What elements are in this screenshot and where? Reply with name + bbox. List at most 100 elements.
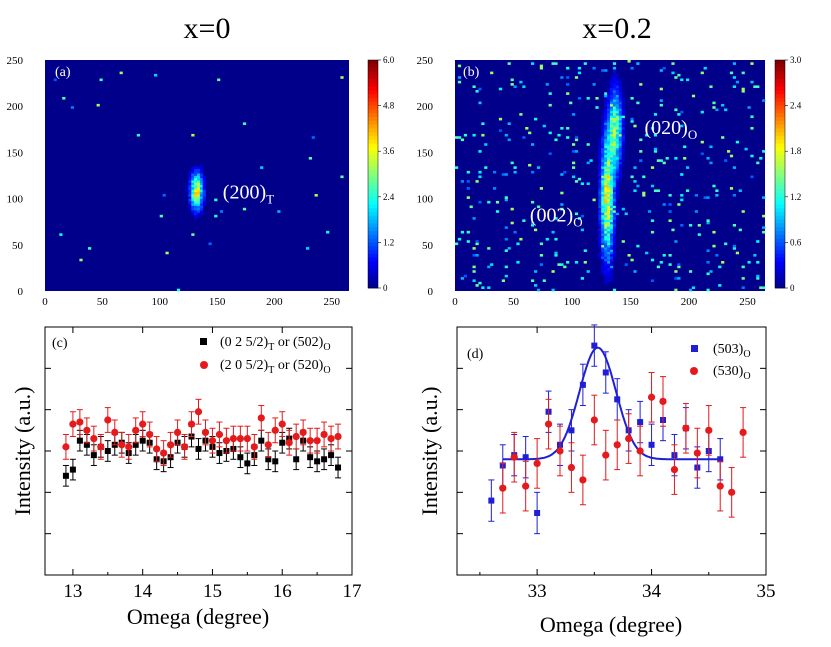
heatmap-cell xyxy=(598,237,602,241)
heatmap-cell xyxy=(612,101,617,105)
heatmap-cell xyxy=(615,110,619,114)
heatmap-cell xyxy=(194,194,198,197)
colorbar-segment xyxy=(368,208,378,213)
heatmap-cell xyxy=(554,138,558,142)
heatmap-cell xyxy=(610,226,614,229)
heatmap-cell xyxy=(554,62,558,65)
legend-c-0-name: (0 2 5/2) xyxy=(220,335,269,350)
heatmap-cell xyxy=(536,166,541,169)
data-point-circle xyxy=(647,393,656,401)
heatmap-cell xyxy=(610,256,614,259)
data-point-circle xyxy=(62,443,70,451)
heatmap-cell xyxy=(715,189,719,192)
legend-d-label-1: (530)O xyxy=(713,364,751,382)
heatmap-cell xyxy=(498,129,503,132)
heatmap-cell xyxy=(662,66,666,70)
heatmap-cell xyxy=(176,288,181,292)
heatmap-cell xyxy=(598,147,602,151)
heatmap-cell xyxy=(756,274,760,278)
heatmap-cell xyxy=(607,207,611,211)
heatmap-cell xyxy=(557,263,561,266)
data-point-circle xyxy=(201,428,210,436)
heatmap-cell xyxy=(610,108,614,112)
heatmap-cell xyxy=(191,173,195,176)
heatmap-cell xyxy=(214,214,218,218)
heatmap-cell xyxy=(607,270,611,273)
heatmap-cell xyxy=(607,150,611,153)
heatmap-cell xyxy=(607,131,611,135)
heatmap-cell xyxy=(457,136,462,139)
heatmap-cell xyxy=(455,166,459,169)
heatmap-cell xyxy=(598,182,602,185)
heatmap-cell xyxy=(718,284,722,287)
heatmap-cell xyxy=(633,270,637,273)
legend-c-0-tail: or (502) xyxy=(274,335,323,350)
data-point-circle xyxy=(670,466,679,474)
heatmap-cell xyxy=(504,274,508,278)
heatmap-cell xyxy=(709,161,713,165)
heatmap-cell xyxy=(601,177,605,181)
heatmap-cell xyxy=(534,270,538,273)
heatmap-cell xyxy=(598,254,602,257)
heatmap-cell xyxy=(197,214,201,218)
heatmap-cell xyxy=(612,66,617,70)
data-point-square xyxy=(488,497,495,504)
heatmap-cell xyxy=(615,217,619,220)
heatmap-cell xyxy=(607,80,611,84)
x-tick-label: 13 xyxy=(63,581,82,602)
heatmap-cell xyxy=(618,122,622,125)
heatmap-cell xyxy=(610,170,614,174)
heatmap-cell xyxy=(715,194,719,197)
heatmap-cell xyxy=(618,117,622,121)
heatmap-cell xyxy=(721,103,725,107)
colorbar-segment xyxy=(775,139,785,144)
heatmap-cell xyxy=(487,200,491,204)
legend-c-1-tailsub: O xyxy=(323,365,330,376)
heatmap-cell xyxy=(513,166,517,169)
heatmap-cell xyxy=(586,182,590,185)
x-tick-label: 250 xyxy=(324,296,341,308)
heatmap-cell xyxy=(490,263,494,266)
heatmap-cell xyxy=(598,194,602,197)
data-point-circle xyxy=(250,443,258,451)
heatmap-cell xyxy=(197,180,201,183)
title-x02: x=0.2 xyxy=(582,12,651,45)
heatmap-cell xyxy=(601,235,605,239)
heatmap-cell xyxy=(610,224,614,227)
heatmap-cell xyxy=(671,71,675,75)
heatmap-cell xyxy=(741,265,745,269)
heatmap-cell xyxy=(191,233,195,236)
heatmap-cell xyxy=(621,138,625,142)
heatmap-cell xyxy=(601,200,605,204)
heatmap-cell xyxy=(604,267,608,271)
data-point-square xyxy=(293,456,300,463)
heatmap-cell xyxy=(741,87,745,91)
heatmap-cell xyxy=(601,256,605,259)
heatmap-cell xyxy=(762,99,766,102)
heatmap-cell xyxy=(551,62,555,65)
heatmap-cell xyxy=(607,247,611,250)
heatmap-cell xyxy=(612,207,617,211)
heatmap-cell xyxy=(607,237,611,241)
heatmap-cell xyxy=(607,258,611,262)
heatmap-cell xyxy=(202,175,206,179)
heatmap-cell xyxy=(534,228,538,232)
colorbar-segment xyxy=(368,60,378,65)
heatmap-cell xyxy=(715,254,719,257)
colorbar-segment xyxy=(368,261,378,266)
data-point-square xyxy=(648,441,655,448)
heatmap-cell xyxy=(197,194,201,197)
heatmap-cell xyxy=(618,170,622,174)
heatmap-cell xyxy=(548,152,552,155)
heatmap-cell xyxy=(531,279,535,282)
heatmap-cell xyxy=(615,177,619,181)
data-point-circle xyxy=(132,426,140,434)
colorbar-segment xyxy=(368,82,378,87)
heatmap-cell xyxy=(607,196,611,199)
heatmap-cell xyxy=(604,217,608,220)
heatmap-cell xyxy=(636,62,640,65)
heatmap-cell xyxy=(504,249,508,252)
heatmap-cell xyxy=(621,136,625,139)
heatmap-cell xyxy=(610,214,614,218)
heatmap-cell xyxy=(199,203,204,206)
